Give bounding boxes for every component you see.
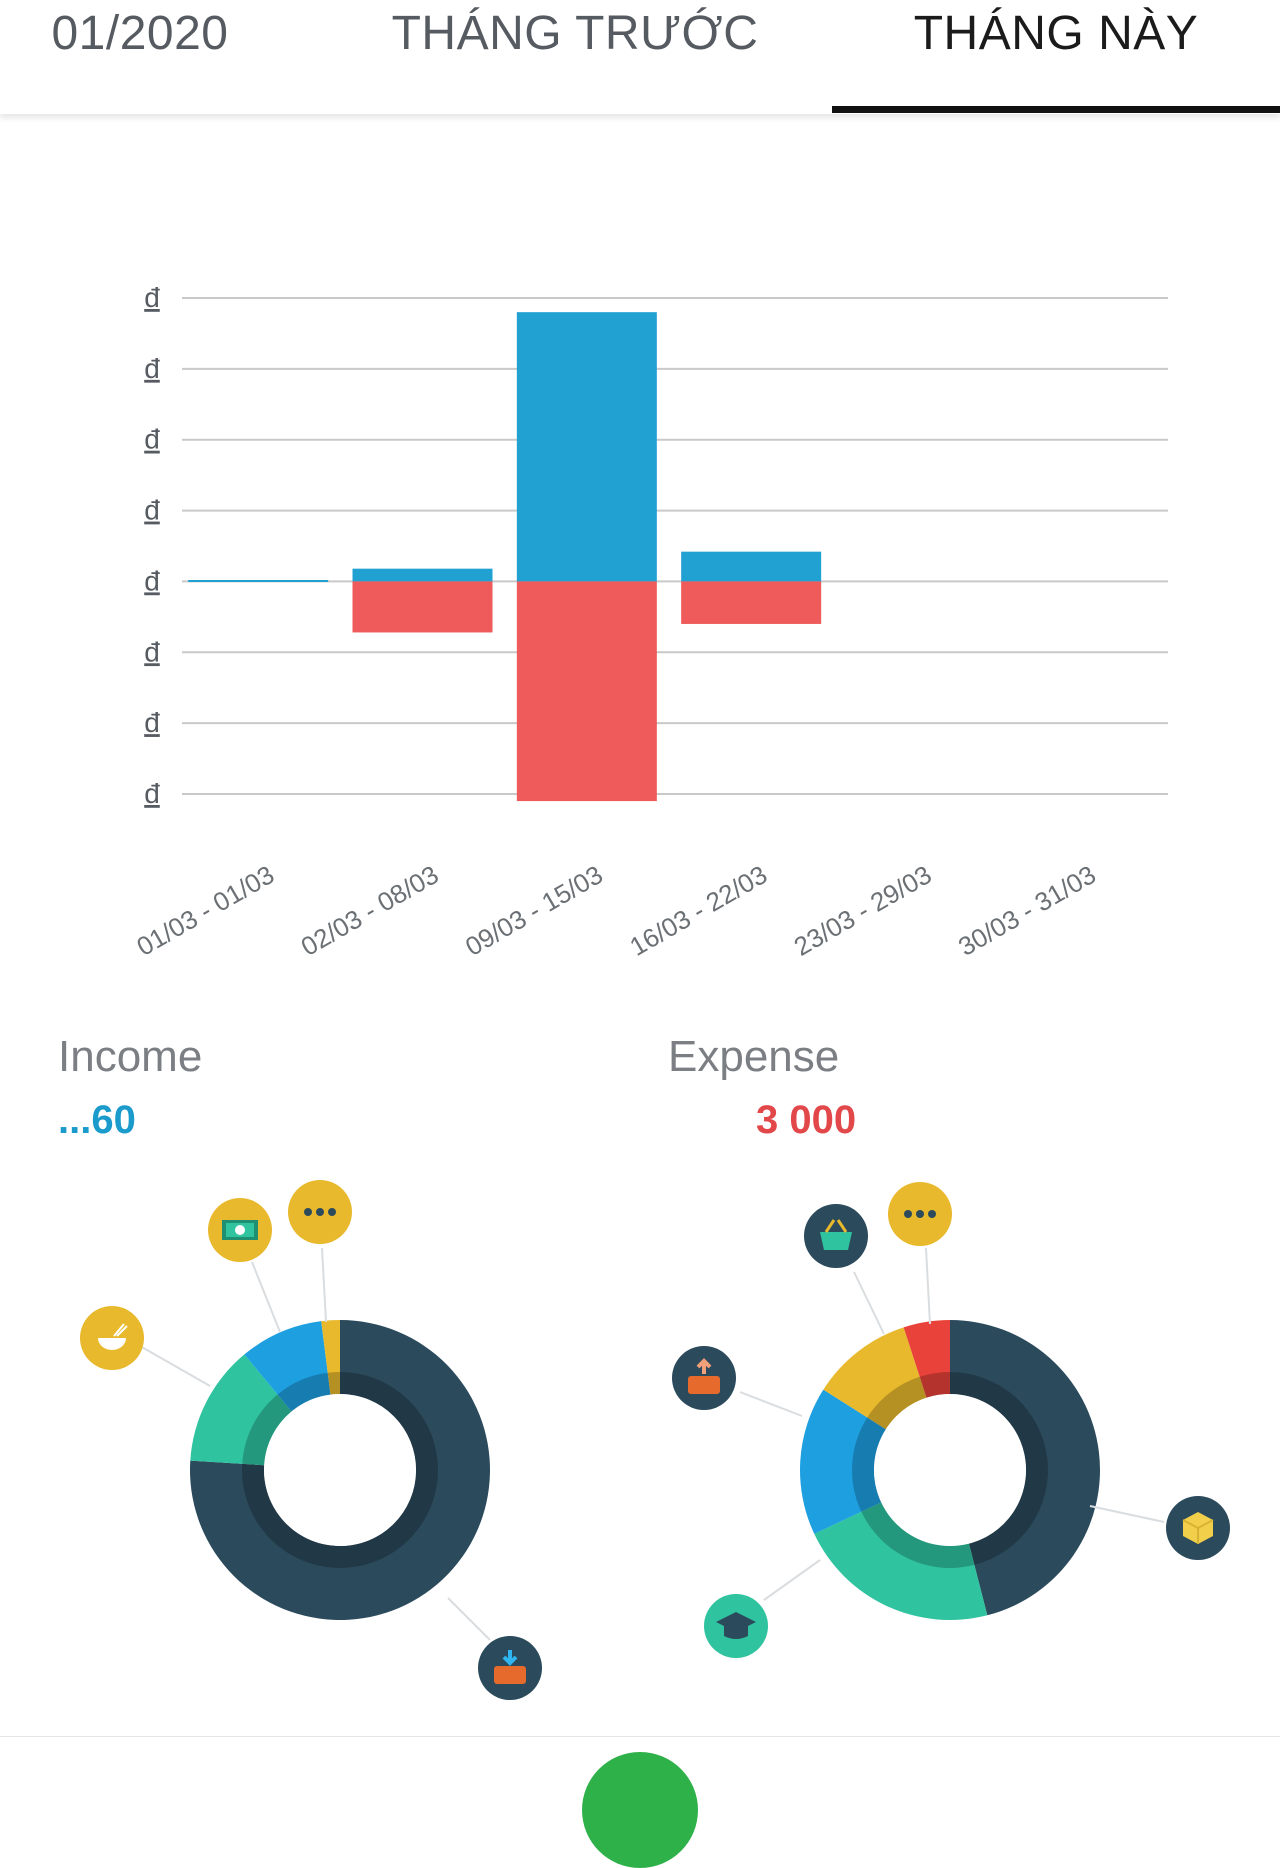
donut-slice[interactable] <box>903 1320 950 1398</box>
bar[interactable] <box>352 581 493 633</box>
donut-slice-shade <box>919 1372 950 1398</box>
expense-donut-chart[interactable] <box>740 1260 1160 1680</box>
more-dots-icon[interactable] <box>288 1180 352 1244</box>
y-tick-label: đ <box>144 282 160 313</box>
income-donut-chart[interactable] <box>130 1260 550 1680</box>
y-tick-label: đ <box>144 424 160 455</box>
box-icon[interactable] <box>1166 1496 1230 1560</box>
salary-wallet-icon[interactable] <box>478 1636 542 1700</box>
food-bowl-icon[interactable] <box>80 1306 144 1370</box>
tab-last-month[interactable]: THÁNG TRƯỚC <box>391 7 759 60</box>
y-tick-label: đ <box>144 495 160 526</box>
bar[interactable] <box>188 580 329 583</box>
bar[interactable] <box>352 568 493 582</box>
donut-slice[interactable] <box>190 1354 292 1466</box>
donut-slice[interactable] <box>950 1320 1100 1616</box>
y-tick-label: đ <box>144 778 160 809</box>
bar[interactable] <box>516 581 657 802</box>
period-tabs: 01/2020 THÁNG TRƯỚC THÁNG NÀY <box>0 0 1280 114</box>
donut-slice-shade <box>861 1502 975 1568</box>
active-tab-indicator <box>832 106 1280 113</box>
donut-slice[interactable] <box>800 1389 886 1534</box>
donut-slice[interactable] <box>814 1502 988 1620</box>
donut-slice[interactable] <box>190 1320 490 1620</box>
expense-total: 3 000 <box>756 1098 857 1142</box>
leader-lines <box>139 1247 1165 1641</box>
education-cap-icon[interactable] <box>704 1594 768 1658</box>
donut-slice-shade <box>950 1372 1048 1565</box>
income-total: ...60 <box>58 1098 136 1142</box>
donut-hole <box>874 1394 1026 1546</box>
donut-slice[interactable] <box>321 1320 340 1395</box>
expense-title: Expense <box>668 1032 840 1081</box>
donut-slice-shade <box>867 1376 927 1430</box>
donut-slice-shade <box>852 1417 886 1512</box>
donut-hole <box>264 1394 416 1546</box>
donut-slice[interactable] <box>823 1327 927 1430</box>
bar[interactable] <box>681 581 822 624</box>
y-tick-label: đ <box>144 353 160 384</box>
more-dots-icon[interactable] <box>888 1182 952 1246</box>
tab-this-month[interactable]: THÁNG NÀY <box>913 7 1199 60</box>
bar[interactable] <box>681 551 822 582</box>
donut-slice-shade <box>327 1372 340 1395</box>
y-tick-label: đ <box>144 636 160 667</box>
tab-previous-period[interactable]: 01/2020 <box>51 7 229 60</box>
y-tick-label: đ <box>144 565 160 596</box>
money-bill-icon[interactable] <box>208 1198 272 1262</box>
transfer-wallet-icon[interactable] <box>672 1346 736 1410</box>
donut-slice-shade <box>277 1372 331 1412</box>
donut-slice[interactable] <box>244 1321 331 1412</box>
donut-slice-shade <box>242 1394 292 1466</box>
add-transaction-button[interactable] <box>582 1752 698 1868</box>
income-title: Income <box>58 1032 203 1081</box>
shopping-basket-icon[interactable] <box>804 1204 868 1268</box>
bar[interactable] <box>516 312 657 582</box>
y-tick-label: đ <box>144 707 160 738</box>
